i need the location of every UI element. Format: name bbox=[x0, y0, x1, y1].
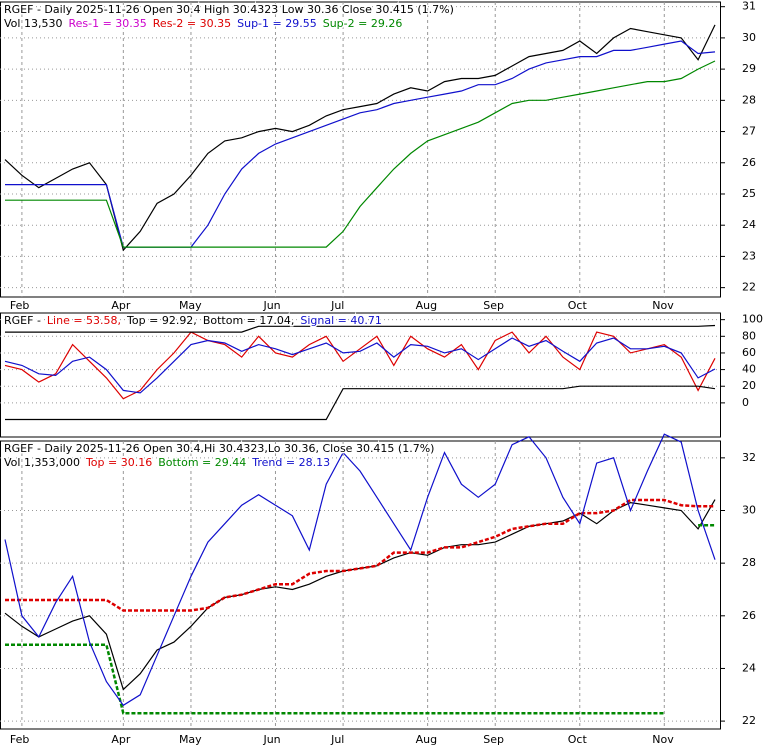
y-tick-label: 28 bbox=[742, 93, 756, 106]
legend-entry: Top = 30.16 bbox=[85, 456, 152, 469]
y-tick-label: 26 bbox=[742, 609, 756, 622]
panel-header: Vol 1,353,000 Top = 30.16 Bottom = 29.44 Tr… bbox=[4, 456, 330, 469]
y-tick-label: 24 bbox=[742, 661, 756, 674]
x-tick-label: Oct bbox=[568, 299, 588, 312]
panel-title: RGEF - Daily 2025-11-26 Open 30.4,Hi 30.… bbox=[4, 442, 434, 455]
panel-title: RGEF - bbox=[4, 314, 41, 327]
y-tick-label: 27 bbox=[742, 125, 756, 138]
y-tick-label: 23 bbox=[742, 249, 756, 262]
y-tick-label: 31 bbox=[742, 0, 756, 13]
panel-title: RGEF - Daily 2025-11-26 Open 30.4 High 3… bbox=[4, 3, 454, 16]
header-note: Vol 1,353,000 bbox=[4, 456, 80, 469]
y-tick-label: 32 bbox=[742, 451, 756, 464]
series-line bbox=[5, 643, 665, 715]
x-tick-label: Feb bbox=[10, 733, 29, 745]
legend-entry: Bottom = 17.04, bbox=[203, 314, 295, 327]
y-tick-label: 22 bbox=[742, 281, 756, 294]
series-line bbox=[5, 385, 716, 421]
series-line bbox=[4, 24, 716, 252]
x-tick-label: Jun bbox=[262, 299, 280, 312]
series-line bbox=[4, 331, 716, 400]
x-tick-label: Aug bbox=[416, 733, 437, 745]
x-tick-label: Nov bbox=[652, 733, 674, 745]
y-tick-label: 30 bbox=[742, 31, 756, 44]
series-line bbox=[5, 324, 716, 333]
legend-entry: Trend = 28.13 bbox=[251, 456, 330, 469]
y-tick-label: 60 bbox=[742, 346, 756, 359]
y-tick-label: 28 bbox=[742, 556, 756, 569]
y-tick-label: 30 bbox=[742, 503, 756, 516]
y-tick-label: 25 bbox=[742, 187, 756, 200]
series-line bbox=[4, 433, 716, 707]
y-tick-label: 100 bbox=[742, 313, 763, 326]
legend-entry: Bottom = 29.44 bbox=[158, 456, 246, 469]
x-tick-label: Nov bbox=[652, 299, 674, 312]
y-tick-label: 26 bbox=[742, 156, 756, 169]
y-tick-label: 24 bbox=[742, 218, 756, 231]
panel-frame bbox=[0, 312, 721, 438]
y-tick-label: 40 bbox=[742, 363, 756, 376]
y-tick-label: 29 bbox=[742, 62, 756, 75]
y-tick-label: 0 bbox=[742, 396, 749, 409]
legend-entry: Top = 92.92, bbox=[126, 314, 197, 327]
legend-entry: Sup-2 = 29.26 bbox=[323, 17, 403, 30]
legend-entry: Line = 53.58, bbox=[47, 314, 121, 327]
x-tick-label: Aug bbox=[416, 299, 437, 312]
x-tick-label: Jul bbox=[330, 299, 344, 312]
x-tick-label: Apr bbox=[111, 733, 131, 745]
panel-header: Vol 13,530 Res-1 = 30.35 Res-2 = 30.35 Sup-… bbox=[4, 17, 402, 30]
series-line bbox=[5, 498, 715, 612]
legend-entry: Signal = 40.71 bbox=[300, 314, 382, 327]
series-line bbox=[4, 337, 716, 394]
x-tick-label: May bbox=[179, 299, 202, 312]
legend-entry: Sup-1 = 29.55 bbox=[237, 17, 317, 30]
x-tick-label: Feb bbox=[10, 299, 29, 312]
header-note: Res-2 = 30.35 bbox=[153, 17, 231, 30]
panel-header: RGEF - Line = 53.58, Top = 92.92, Bottom = … bbox=[4, 314, 382, 327]
x-tick-label: Sep bbox=[483, 299, 504, 312]
panel-frame bbox=[0, 1, 721, 298]
x-tick-label: Jul bbox=[330, 733, 344, 745]
x-tick-label: Apr bbox=[111, 299, 131, 312]
x-tick-label: Jun bbox=[262, 733, 280, 745]
series-line bbox=[5, 60, 716, 248]
y-tick-label: 22 bbox=[742, 714, 756, 727]
header-note: Vol 13,530 bbox=[4, 17, 62, 30]
header-note: Res-1 = 30.35 bbox=[68, 17, 146, 30]
panel-header: RGEF - Daily 2025-11-26 Open 30.4 High 3… bbox=[4, 3, 454, 16]
panel-frame bbox=[0, 440, 721, 730]
x-tick-label: May bbox=[179, 733, 202, 745]
y-tick-label: 80 bbox=[742, 329, 756, 342]
panel-header: RGEF - Daily 2025-11-26 Open 30.4,Hi 30.… bbox=[4, 442, 434, 455]
y-tick-label: 20 bbox=[742, 379, 756, 392]
x-tick-label: Sep bbox=[483, 733, 504, 745]
x-tick-label: Oct bbox=[568, 733, 588, 745]
